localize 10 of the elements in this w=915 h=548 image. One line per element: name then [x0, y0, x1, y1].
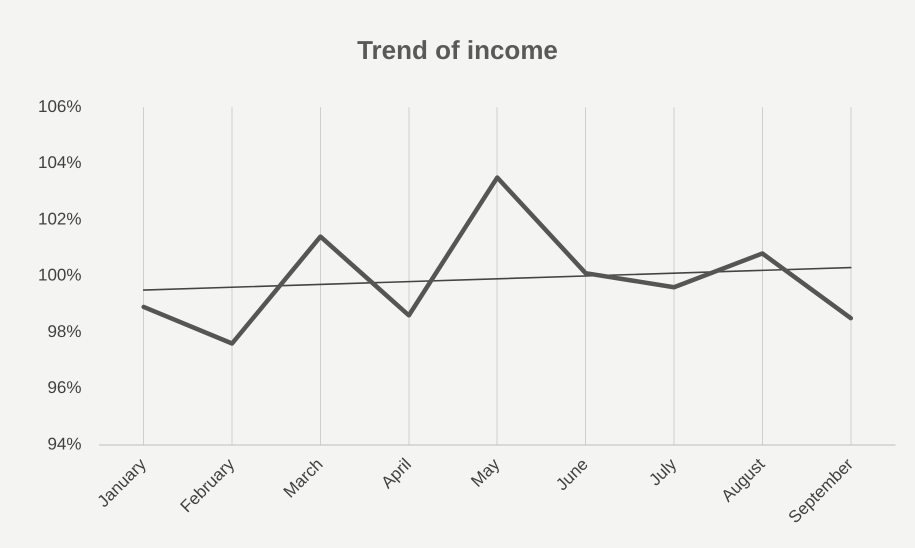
y-tick-label: 94%	[47, 434, 82, 454]
y-tick-label: 106%	[38, 96, 82, 116]
y-tick-label: 98%	[47, 322, 82, 341]
y-tick-label: 102%	[38, 209, 82, 228]
y-tick-label: 96%	[47, 378, 82, 398]
y-tick-label: 100%	[38, 266, 82, 285]
x-tick-label: May	[467, 454, 504, 491]
chart-title: Trend of income	[357, 34, 558, 65]
x-tick-label: July	[645, 454, 681, 490]
y-tick-label: 104%	[38, 153, 82, 172]
